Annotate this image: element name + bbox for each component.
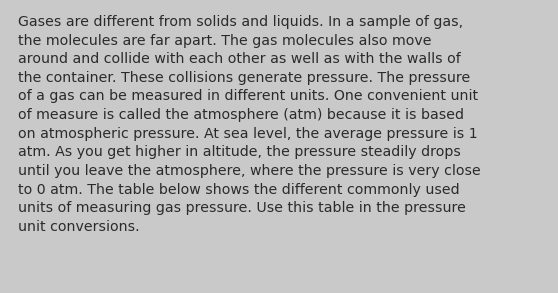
Text: Gases are different from solids and liquids. In a sample of gas,
the molecules a: Gases are different from solids and liqu… xyxy=(18,15,480,234)
